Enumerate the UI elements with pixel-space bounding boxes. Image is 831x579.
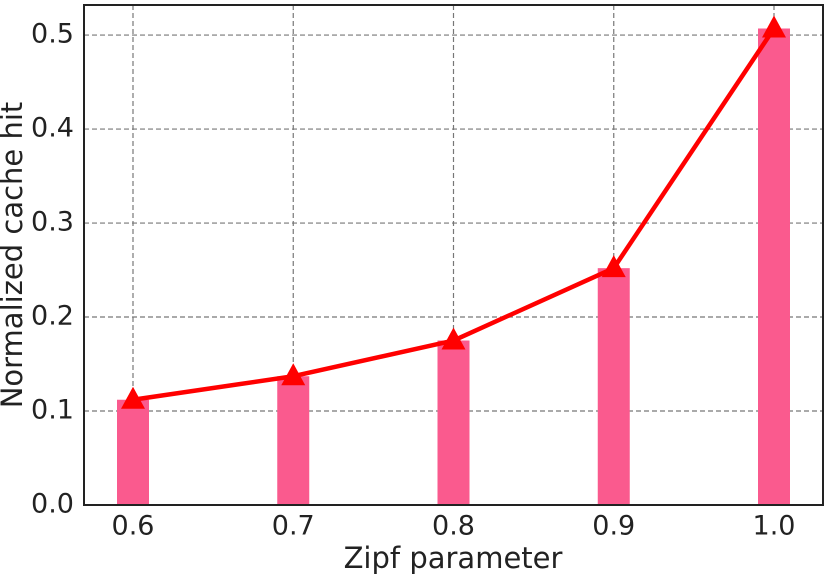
bar: [437, 340, 470, 505]
marker: [281, 363, 306, 386]
y-tick-label: 0.5: [31, 19, 74, 50]
y-axis-label: Normalized cache hit: [0, 102, 29, 409]
bar: [597, 268, 630, 505]
x-tick-label: 0.8: [432, 511, 475, 542]
y-tick-label: 0.4: [31, 113, 74, 144]
x-tick-label: 0.9: [592, 511, 635, 542]
marker: [762, 15, 786, 38]
x-axis-label: Zipf parameter: [344, 541, 563, 575]
y-tick-label: 0.0: [31, 489, 74, 520]
marker: [601, 255, 626, 278]
plot-frame: [83, 4, 824, 506]
bar: [758, 28, 790, 505]
y-tick-label: 0.2: [31, 301, 74, 332]
bar: [277, 376, 310, 505]
y-tick-label: 0.3: [31, 207, 74, 238]
marker: [441, 327, 466, 350]
x-tick-label: 1.0: [753, 511, 796, 542]
x-tick-label: 0.6: [112, 511, 155, 542]
y-tick-label: 0.1: [31, 395, 74, 426]
marker: [121, 386, 145, 409]
bar: [117, 399, 149, 505]
x-tick-label: 0.7: [272, 511, 315, 542]
